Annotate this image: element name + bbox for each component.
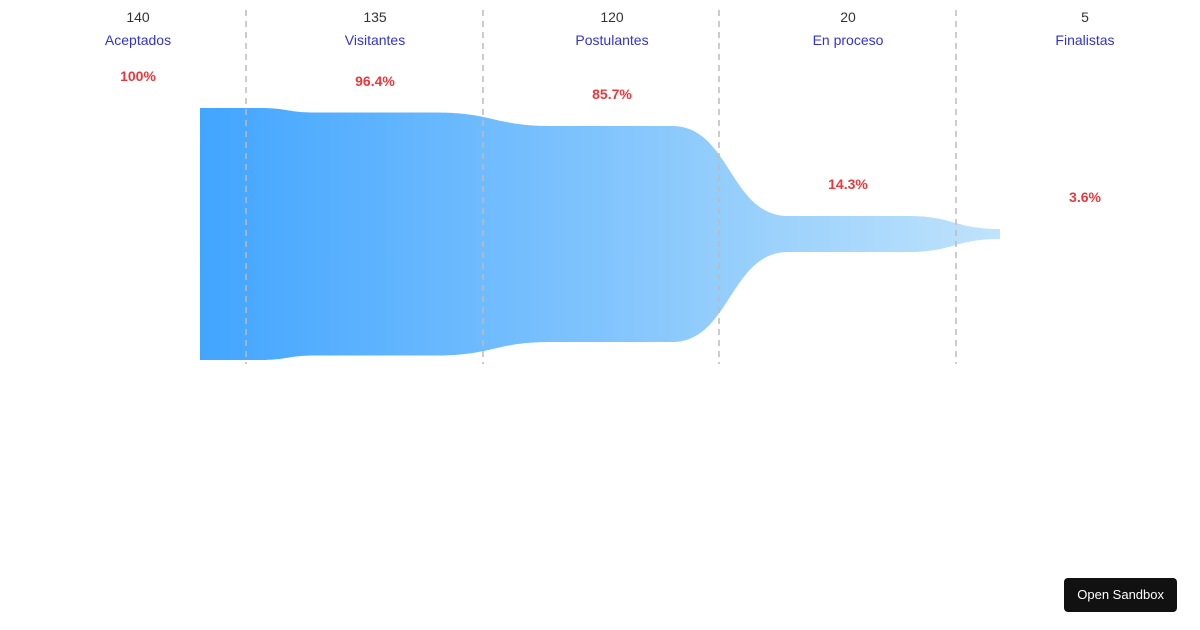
stage-percent-4: 14.3%: [828, 176, 868, 192]
stage-label-3: Postulantes: [575, 32, 648, 48]
open-sandbox-button[interactable]: Open Sandbox: [1064, 578, 1177, 612]
stage-label-5: Finalistas: [1055, 32, 1114, 48]
stage-percent-1: 100%: [120, 68, 156, 84]
funnel-shape: [200, 108, 1000, 360]
stage-label-2: Visitantes: [345, 32, 405, 48]
stage-label-1: Aceptados: [105, 32, 171, 48]
stage-value-5: 5: [1081, 9, 1089, 25]
stage-label-4: En proceso: [813, 32, 884, 48]
stage-value-1: 140: [126, 9, 150, 25]
stage-percent-3: 85.7%: [592, 86, 632, 102]
stage-value-4: 20: [840, 9, 856, 25]
stage-percent-5: 3.6%: [1069, 189, 1101, 205]
stage-percent-2: 96.4%: [355, 73, 395, 89]
stage-value-2: 135: [363, 9, 387, 25]
stage-value-3: 120: [600, 9, 624, 25]
